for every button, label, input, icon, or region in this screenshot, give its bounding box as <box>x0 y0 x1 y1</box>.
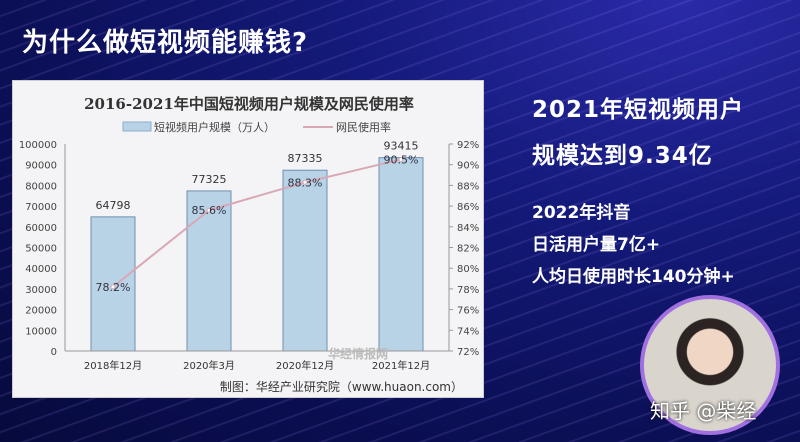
bar-value-label: 93415 <box>384 140 419 153</box>
bar-value-label: 87335 <box>288 152 323 165</box>
y-tick-label: 0 <box>51 347 57 358</box>
y-tick-label: 70000 <box>25 202 57 213</box>
y2-tick-label: 82% <box>457 244 479 255</box>
line-point <box>110 284 116 290</box>
x-tick-label: 2020年3月 <box>183 359 235 372</box>
line-value-label: 78.2% <box>96 281 131 294</box>
y-tick-label: 60000 <box>25 223 57 234</box>
x-tick-label: 2021年12月 <box>372 359 430 372</box>
y-tick-label: 20000 <box>25 306 57 317</box>
chart-title: 2016-2021年中国短视频用户规模及网民使用率 <box>84 95 414 113</box>
sub-line3: 人均日使用时长140分钟+ <box>532 267 735 287</box>
bar <box>378 157 424 352</box>
y-tick-label: 100000 <box>19 140 57 151</box>
y2-tick-label: 92% <box>457 140 479 151</box>
usage-rate-line <box>112 158 402 288</box>
y2-tick-label: 74% <box>457 326 479 337</box>
line-value-label: 85.6% <box>192 204 227 217</box>
bar <box>186 190 232 352</box>
legend-swatch-bar <box>122 121 152 132</box>
line-point <box>302 179 308 185</box>
x-tick-label: 2020年12月 <box>276 359 334 372</box>
headline-line2: 规模达到9.34亿 <box>532 143 713 169</box>
logo-watermark: 华经情报网 <box>328 346 388 361</box>
presenter-video-avatar <box>640 295 780 435</box>
headline-line1: 2021年短视频用户 <box>532 97 745 123</box>
chart-source: 制图：华经产业研究院（www.huaon.com） <box>220 379 463 394</box>
bar-value-label: 64798 <box>96 199 131 212</box>
bar <box>90 216 136 352</box>
y-tick-label: 90000 <box>25 161 57 172</box>
y2-tick-label: 78% <box>457 285 479 296</box>
y-tick-label: 80000 <box>25 181 57 192</box>
line-value-label: 90.5% <box>384 154 419 167</box>
sub-line2: 日活用户量7亿+ <box>532 235 661 255</box>
y2-tick-label: 90% <box>457 161 479 172</box>
slide-title: 为什么做短视频能赚钱? <box>22 28 309 58</box>
y-tick-label: 50000 <box>25 244 57 255</box>
y-tick-label: 30000 <box>25 285 57 296</box>
y-tick-label: 40000 <box>25 264 57 275</box>
line-point <box>206 207 212 213</box>
y-tick-label: 10000 <box>25 326 57 337</box>
y2-tick-label: 88% <box>457 181 479 192</box>
bar <box>282 169 328 352</box>
sub-line1: 2022年抖音 <box>532 203 631 223</box>
chart-card: 2016-2021年中国短视频用户规模及网民使用率短视频用户规模（万人） 网民使用… <box>12 80 484 398</box>
legend-label-bar: 短视频用户规模（万人） <box>154 120 275 134</box>
y2-tick-label: 86% <box>457 202 479 213</box>
y2-tick-label: 72% <box>457 347 479 358</box>
line-point <box>398 157 404 163</box>
watermark: 知乎 @柴经 <box>650 399 757 423</box>
legend-label-line: 网民使用率 <box>336 120 391 134</box>
x-tick-label: 2018年12月 <box>84 359 142 372</box>
bar-value-label: 77325 <box>192 173 227 186</box>
y2-tick-label: 80% <box>457 264 479 275</box>
line-value-label: 88.3% <box>288 176 323 189</box>
y2-tick-label: 76% <box>457 306 479 317</box>
y2-tick-label: 84% <box>457 223 479 234</box>
